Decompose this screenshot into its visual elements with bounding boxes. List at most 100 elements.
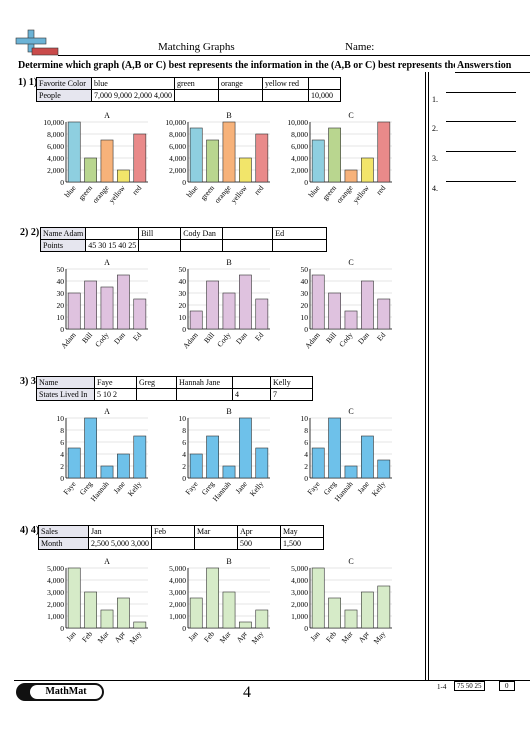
bar-blue xyxy=(311,139,325,183)
x-tick-label: Apr xyxy=(357,629,372,644)
chart-title: C xyxy=(348,407,353,416)
y-tick-label: 3,000 xyxy=(47,588,64,597)
x-tick-label: Mar xyxy=(218,629,233,645)
chart-title: C xyxy=(348,557,353,566)
answer-field-4[interactable] xyxy=(446,181,516,182)
bar-yellow xyxy=(117,169,130,183)
y-tick-label: 2,000 xyxy=(47,166,64,175)
x-tick-label: May xyxy=(250,629,266,646)
y-tick-label: 4,000 xyxy=(291,576,308,585)
x-tick-label: Jane xyxy=(111,479,127,496)
y-tick-label: 10,000 xyxy=(287,118,308,127)
bar-May xyxy=(133,621,147,629)
mathmat-logo: MathMat xyxy=(16,683,104,701)
y-tick-label: 0 xyxy=(304,325,308,334)
bar-chart-4-B: B 0 1,000 2,000 3,000 4,000 5,000 Jan Feb Mar Apr M… xyxy=(169,557,270,646)
x-tick-label: yellow xyxy=(351,183,371,205)
y-tick-label: 20 xyxy=(301,301,309,310)
x-tick-label: Jan xyxy=(186,629,199,643)
x-tick-label: Apr xyxy=(235,629,250,644)
y-tick-label: 50 xyxy=(57,265,65,274)
chart-title: C xyxy=(348,258,353,267)
bar-chart-1-B: B02,0004,0006,0008,00010,000bluegreenora… xyxy=(165,111,270,205)
x-tick-label: red xyxy=(130,183,143,196)
y-tick-label: 0 xyxy=(60,325,64,334)
bar-Jan xyxy=(189,597,203,629)
answer-number: 4. xyxy=(432,184,438,193)
bar-chart-4-C: C 0 1,000 2,000 3,000 4,000 5,000 Jan Feb Mar Apr M… xyxy=(291,557,392,646)
bar-orange xyxy=(222,121,236,183)
bar-Jane xyxy=(361,435,374,479)
answer-column-divider xyxy=(425,72,426,680)
x-tick-label: Bill xyxy=(324,331,338,345)
y-tick-label: 0 xyxy=(304,178,308,187)
x-tick-label: Jane xyxy=(355,479,371,496)
y-tick-label: 0 xyxy=(182,474,186,483)
y-tick-label: 10 xyxy=(179,414,187,423)
page-title: Matching Graphs xyxy=(158,41,235,53)
chart-title: B xyxy=(226,407,231,416)
bar-orange xyxy=(100,139,114,183)
y-tick-label: 4,000 xyxy=(291,154,308,163)
y-tick-label: 3,000 xyxy=(169,588,186,597)
x-tick-label: orange xyxy=(335,183,355,205)
answer-number: 1. xyxy=(432,95,438,104)
y-tick-label: 10 xyxy=(301,414,309,423)
y-tick-label: 6 xyxy=(304,438,308,447)
bar-Cody xyxy=(344,310,358,330)
y-tick-label: 5,000 xyxy=(291,564,308,573)
x-tick-label: May xyxy=(128,629,144,646)
bar-Hannah xyxy=(100,465,114,479)
y-tick-label: 4,000 xyxy=(47,576,64,585)
y-tick-label: 0 xyxy=(304,624,308,633)
question-number: 4) 4) xyxy=(20,525,40,536)
bar-red xyxy=(377,121,391,183)
bar-Mar xyxy=(100,609,114,629)
bar-Dan xyxy=(361,280,374,330)
bar-orange xyxy=(344,169,358,183)
table-cell: Sales xyxy=(38,525,89,538)
bar-yellow xyxy=(239,157,252,183)
bar-Ed xyxy=(133,298,147,330)
bar-green xyxy=(206,139,219,183)
x-tick-label: red xyxy=(374,183,387,196)
bar-Feb xyxy=(206,567,219,629)
table-cell: 2,500 5,000 3,000 xyxy=(88,537,152,550)
bar-chart-4-A: A 0 1,000 2,000 3,000 4,000 5,000 Jan Feb Mar Apr M… xyxy=(47,557,148,646)
table-cell: States Lived In xyxy=(36,388,95,401)
x-tick-label: Feb xyxy=(324,629,338,644)
bar-Dan xyxy=(117,274,130,330)
answer-field-3[interactable] xyxy=(446,151,516,152)
y-tick-label: 6 xyxy=(60,438,64,447)
data-table: Favorite Color blue green orange yellow … xyxy=(36,77,341,102)
chart-title: C xyxy=(348,111,353,120)
bar-red xyxy=(255,133,269,183)
bar-Mar xyxy=(222,591,236,629)
score-range: 1-4 xyxy=(437,683,447,691)
x-tick-label: Kelly xyxy=(370,479,388,498)
question-number: 1) 1) xyxy=(18,77,38,88)
y-tick-label: 4 xyxy=(182,450,186,459)
y-tick-label: 10 xyxy=(301,313,309,322)
bar-Cody xyxy=(222,292,236,330)
chart-title: A xyxy=(104,258,110,267)
y-tick-label: 2,000 xyxy=(47,600,64,609)
x-tick-label: Dan xyxy=(112,330,127,346)
footer-rule xyxy=(14,680,530,681)
y-tick-label: 1,000 xyxy=(47,612,64,621)
answer-field-2[interactable] xyxy=(446,121,516,122)
answers-label: Answers xyxy=(455,60,494,71)
bar-Feb xyxy=(328,597,341,629)
bar-blue xyxy=(67,121,81,183)
header-rule xyxy=(58,55,530,56)
bar-Faye xyxy=(311,447,325,479)
y-tick-label: 2,000 xyxy=(291,600,308,609)
instructions: Determine which graph (A,B or C) best re… xyxy=(18,60,512,71)
x-tick-label: Apr xyxy=(113,629,128,644)
answer-field-1[interactable] xyxy=(446,92,516,93)
table-cell: People xyxy=(36,89,92,102)
y-tick-label: 30 xyxy=(57,289,65,298)
y-tick-label: 4 xyxy=(60,450,64,459)
